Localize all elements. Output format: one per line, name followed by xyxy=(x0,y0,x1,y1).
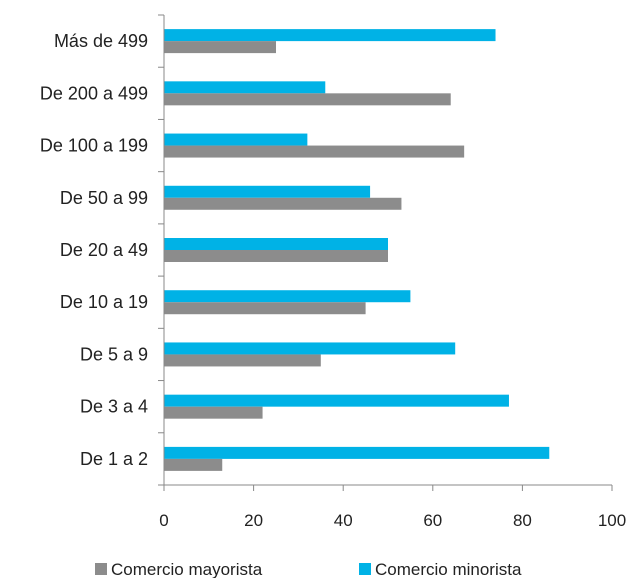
x-tick-label: 20 xyxy=(244,511,263,530)
x-tick-label: 40 xyxy=(334,511,353,530)
bar-mayorista-3 xyxy=(164,197,402,210)
bar-mayorista-2 xyxy=(164,145,465,158)
x-tick-label: 0 xyxy=(159,511,168,530)
x-tick-label: 80 xyxy=(513,511,532,530)
bar-minorista-3 xyxy=(164,185,371,198)
category-label: De 50 a 99 xyxy=(60,188,148,208)
category-label: De 1 a 2 xyxy=(80,449,148,469)
bar-minorista-4 xyxy=(164,238,388,250)
legend-swatch xyxy=(359,563,371,575)
bar-minorista-0 xyxy=(164,29,496,42)
bar-minorista-2 xyxy=(164,133,308,146)
category-label: De 5 a 9 xyxy=(80,344,148,364)
bar-mayorista-7 xyxy=(164,406,263,419)
legend: Comercio mayorista Comercio minorista xyxy=(95,560,522,578)
category-label: Más de 499 xyxy=(54,31,148,51)
bar-minorista-5 xyxy=(164,290,411,303)
x-tick-label: 100 xyxy=(598,511,626,530)
category-labels: Más de 499 De 200 a 499 De 100 a 199 De 50 … xyxy=(40,31,148,469)
legend-label: Comercio mayorista xyxy=(111,560,263,578)
bar-mayorista-6 xyxy=(164,354,321,367)
x-tick-label: 60 xyxy=(423,511,442,530)
category-label: De 10 a 19 xyxy=(60,292,148,312)
bar-mayorista-1 xyxy=(164,93,451,106)
bar-mayorista-4 xyxy=(164,250,388,262)
axes-layer xyxy=(158,14,613,491)
bar-mayorista-5 xyxy=(164,302,366,315)
x-tick-labels: 0 20 40 60 80 100 xyxy=(159,511,626,530)
category-label: De 3 a 4 xyxy=(80,397,148,417)
legend-swatch xyxy=(95,563,107,575)
bar-mayorista-8 xyxy=(164,458,223,471)
category-label: De 200 a 499 xyxy=(40,83,148,103)
bar-minorista-1 xyxy=(164,81,326,94)
bars-layer xyxy=(164,29,550,471)
bar-minorista-6 xyxy=(164,342,456,355)
category-label: De 20 a 49 xyxy=(60,240,148,260)
bar-minorista-8 xyxy=(164,446,550,459)
bar-minorista-7 xyxy=(164,394,509,407)
bar-mayorista-0 xyxy=(164,41,276,54)
legend-label: Comercio minorista xyxy=(375,560,522,578)
category-label: De 100 a 199 xyxy=(40,136,148,156)
